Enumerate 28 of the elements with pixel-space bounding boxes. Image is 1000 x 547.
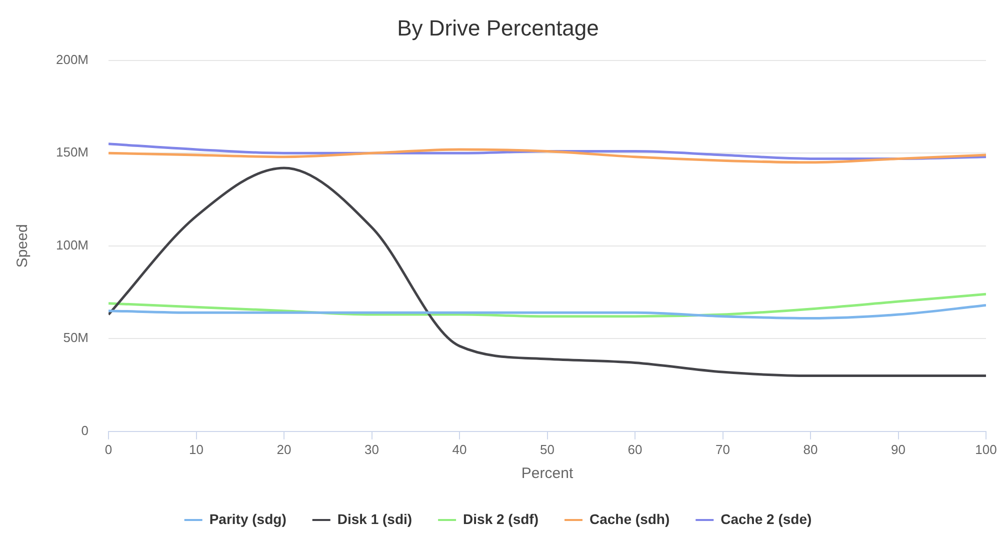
legend-label: Disk 2 (sdf) xyxy=(463,510,539,527)
x-tick-label: 0 xyxy=(104,442,112,457)
line-series xyxy=(108,304,986,320)
line-series xyxy=(108,166,986,377)
x-tick-label: 30 xyxy=(364,442,379,457)
y-axis-title: Speed xyxy=(14,224,32,268)
line-series xyxy=(108,292,986,318)
x-tick-label: 10 xyxy=(189,442,204,457)
x-tick-label: 20 xyxy=(276,442,292,457)
x-tick-label: 80 xyxy=(803,442,818,457)
y-tick-label: 150M xyxy=(56,144,89,160)
x-tick-label: 40 xyxy=(452,442,467,457)
x-tick-label: 70 xyxy=(716,442,730,457)
x-tick-label: 60 xyxy=(628,442,642,457)
y-tick-label: 100M xyxy=(56,237,89,252)
x-tick-label: 50 xyxy=(540,442,554,457)
line-series xyxy=(108,148,986,164)
x-tick-label: 100 xyxy=(975,442,997,457)
legend-label: Disk 1 (sdi) xyxy=(337,510,412,527)
y-tick-label: 200M xyxy=(56,52,89,67)
legend-label: Parity (sdg) xyxy=(209,510,286,527)
chart-title: By Drive Percentage xyxy=(397,15,599,40)
y-tick-label: 0 xyxy=(81,422,89,438)
legend-label: Cache 2 (sde) xyxy=(720,510,812,527)
x-tick-label: 90 xyxy=(891,442,906,457)
legend-label: Cache (sdh) xyxy=(590,510,670,527)
x-axis-title: Percent xyxy=(521,465,574,482)
y-tick-label: 50M xyxy=(63,330,89,346)
